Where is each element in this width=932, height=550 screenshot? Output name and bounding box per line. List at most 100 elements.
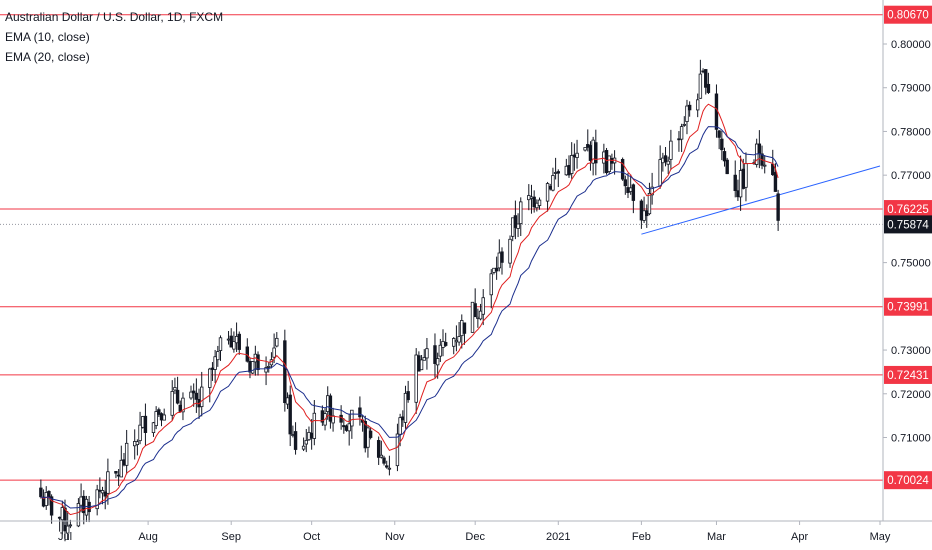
legend-symbol[interactable]: Australian Dollar / U.S. Dollar, 1D, FXC… [5, 10, 224, 24]
candle [631, 183, 636, 214]
candle-body [639, 200, 644, 221]
candle [256, 351, 260, 376]
candle [304, 429, 308, 453]
candle-body [366, 427, 370, 448]
candle-body [569, 155, 574, 174]
candle [301, 437, 306, 452]
candle-body [68, 524, 73, 527]
candle-body [704, 69, 708, 88]
candle-body [326, 395, 330, 412]
candle [519, 197, 523, 237]
candle [232, 331, 236, 353]
candle-body [548, 185, 552, 190]
candle-body [291, 434, 295, 436]
candle [331, 407, 335, 432]
candle [695, 93, 700, 118]
candle-body [725, 159, 729, 175]
candle-body [65, 525, 70, 534]
candle-body [763, 164, 767, 167]
candle-body [387, 467, 392, 470]
candle [548, 183, 552, 191]
candle [572, 143, 577, 171]
candle-body [398, 417, 402, 435]
candle-body [529, 196, 534, 199]
legend-ema-20[interactable]: EMA (20, close) [5, 50, 90, 64]
level-price-tag: 0.72431 [884, 365, 932, 384]
candle [733, 160, 737, 198]
candle-body [124, 442, 129, 466]
candle [285, 392, 290, 410]
candle [679, 123, 684, 153]
candle-body [452, 338, 456, 347]
candle [698, 59, 703, 99]
candle-body [497, 252, 502, 269]
candle [376, 436, 381, 465]
candle-body [382, 457, 386, 464]
candle [511, 217, 515, 242]
candle [564, 158, 569, 176]
candle-body [151, 422, 156, 434]
candle [250, 361, 255, 375]
candle [470, 301, 475, 333]
candle-body [264, 367, 268, 373]
candle [575, 139, 579, 169]
candle-body [551, 175, 555, 191]
candle [685, 99, 689, 135]
candle [175, 376, 180, 405]
candle-body [698, 73, 703, 99]
candle [462, 322, 467, 345]
price-tick-label: 0.72000 [891, 389, 931, 401]
candle-body [226, 338, 231, 341]
candle-body [170, 391, 174, 416]
chart-legend: Australian Dollar / U.S. Dollar, 1D, FXC… [5, 7, 223, 67]
candle-body [677, 138, 681, 141]
candle-body [63, 507, 67, 532]
candle-body [508, 238, 512, 264]
candle-body [175, 389, 180, 404]
candle-body [620, 159, 625, 180]
candle [157, 407, 161, 417]
candle [245, 338, 250, 363]
candle-body [272, 347, 276, 358]
candle-body [631, 184, 636, 201]
candle [476, 308, 480, 328]
candle-body [628, 187, 633, 192]
candle-body [773, 172, 778, 192]
candle-body [419, 359, 424, 371]
candle-body [339, 414, 343, 423]
candle-body [492, 267, 496, 273]
ema-20-line [40, 126, 779, 509]
candle [288, 385, 292, 447]
candle [272, 333, 276, 364]
candle-body [443, 342, 448, 346]
price-tags: 0.80670 0.76225 0.73991 0.72431 0.70024 0.758… [884, 5, 932, 490]
candle [398, 413, 402, 447]
candle [114, 471, 118, 479]
candle [494, 256, 499, 280]
candle-body [181, 397, 185, 413]
candle [162, 408, 166, 421]
candle [103, 480, 107, 510]
candle [473, 288, 477, 318]
candle-body [545, 183, 550, 202]
candle-body [342, 425, 346, 428]
candle-body [516, 223, 520, 229]
candle-body [527, 195, 531, 201]
trendline-layer [641, 165, 881, 235]
candle [194, 378, 199, 413]
candle [620, 157, 625, 181]
legend-ema-10[interactable]: EMA (10, close) [5, 30, 90, 44]
candle [612, 150, 617, 175]
candle-body [604, 150, 609, 174]
time-tick-label: Dec [465, 531, 485, 543]
level-price-tag: 0.80670 [884, 5, 932, 24]
candle-body [433, 345, 437, 364]
candle [133, 429, 137, 460]
candle-body [685, 105, 689, 122]
candle-body [301, 445, 306, 450]
candle-body [194, 392, 199, 400]
candle [604, 147, 609, 175]
candle [704, 69, 708, 95]
